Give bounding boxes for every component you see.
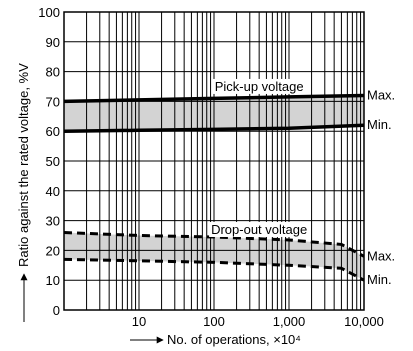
- y-tick-label: 50: [46, 154, 60, 169]
- annotation-label: Max.: [367, 87, 395, 102]
- series-1-min-line: [63, 257, 365, 282]
- y-tick-label: 20: [46, 243, 60, 258]
- x-tick-label: 10: [132, 314, 146, 329]
- series-1-max-line: [63, 231, 365, 258]
- tick-labels-layer: 0 10 20 30 40 50 60 70 80 90 100 10 100 1,000 10,000: [38, 5, 384, 329]
- x-tick-label: 100: [203, 314, 225, 329]
- y-tick-label: 40: [46, 184, 60, 199]
- series-0-max-line: [63, 93, 365, 104]
- annotation-label: Max.: [367, 248, 395, 263]
- y-tick-label: 90: [46, 35, 60, 50]
- annotations-layer: Pick-up voltage Drop-out voltage Max. Min. M…: [209, 78, 395, 287]
- x-tick-label: 10,000: [344, 314, 384, 329]
- x-axis-title-group: No. of operations, ×10⁴: [130, 332, 301, 347]
- y-tick-label: 10: [46, 273, 60, 288]
- x-axis-title: No. of operations, ×10⁴: [167, 332, 301, 347]
- y-axis-title: Ratio against the rated voltage, %V: [16, 63, 31, 267]
- series-lines-layer: [63, 93, 365, 282]
- y-tick-label: 30: [46, 214, 60, 229]
- y-axis-title-group: Ratio against the rated voltage, %V: [16, 63, 31, 322]
- annotation-background: [209, 221, 310, 237]
- annotation-label: Min.: [367, 272, 392, 287]
- annotation-background: [212, 78, 306, 94]
- annotation-label: Min.: [367, 117, 392, 132]
- y-tick-label: 0: [53, 303, 60, 318]
- x-tick-label: 1,000: [273, 314, 306, 329]
- plot-frame: [63, 11, 365, 311]
- y-tick-label: 60: [46, 124, 60, 139]
- series-0-min-line: [63, 123, 365, 133]
- annotation-label: Drop-out voltage: [211, 222, 307, 237]
- y-tick-label: 70: [46, 94, 60, 109]
- y-tick-label: 100: [38, 5, 60, 20]
- y-tick-label: 80: [46, 65, 60, 80]
- annotation-label: Pick-up voltage: [215, 79, 304, 94]
